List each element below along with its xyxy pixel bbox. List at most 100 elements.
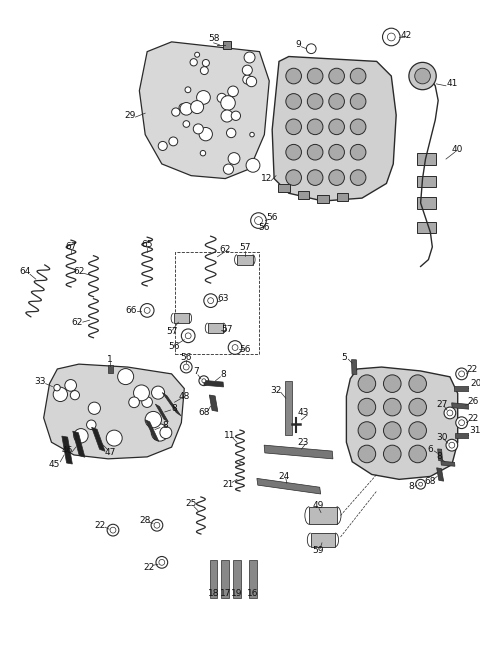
Circle shape	[456, 417, 468, 428]
Text: 31: 31	[469, 426, 480, 435]
Text: 8: 8	[162, 421, 168, 430]
Circle shape	[202, 379, 206, 383]
Text: 8: 8	[172, 403, 178, 413]
Bar	[417, 176, 436, 187]
Circle shape	[384, 422, 401, 440]
Text: 62: 62	[220, 246, 231, 254]
Circle shape	[190, 59, 197, 66]
Circle shape	[191, 101, 204, 113]
Circle shape	[358, 375, 376, 392]
Circle shape	[329, 119, 345, 135]
Polygon shape	[156, 404, 168, 422]
Circle shape	[307, 68, 323, 84]
Circle shape	[384, 375, 401, 392]
Circle shape	[158, 141, 167, 151]
Circle shape	[199, 128, 213, 141]
Text: 18: 18	[208, 589, 219, 598]
Circle shape	[231, 111, 240, 121]
Circle shape	[350, 68, 366, 84]
Circle shape	[307, 119, 323, 135]
Circle shape	[246, 77, 257, 86]
Circle shape	[246, 159, 260, 172]
Text: 1: 1	[107, 355, 113, 364]
Text: 64: 64	[19, 267, 31, 276]
Text: 29: 29	[124, 111, 135, 120]
Polygon shape	[210, 561, 217, 597]
Text: 59: 59	[312, 546, 324, 555]
Polygon shape	[92, 427, 105, 451]
Text: 47: 47	[104, 447, 116, 457]
Circle shape	[140, 303, 154, 317]
Text: 40: 40	[452, 145, 463, 154]
Circle shape	[329, 94, 345, 109]
Circle shape	[286, 144, 301, 160]
Circle shape	[383, 28, 400, 46]
Circle shape	[409, 422, 426, 440]
Circle shape	[329, 144, 345, 160]
Polygon shape	[221, 561, 229, 597]
Text: 20: 20	[470, 379, 480, 388]
Polygon shape	[285, 381, 292, 435]
Text: 57: 57	[239, 244, 251, 252]
Circle shape	[251, 213, 266, 229]
Circle shape	[459, 420, 465, 426]
Circle shape	[358, 422, 376, 440]
Circle shape	[447, 410, 453, 416]
Text: 21: 21	[223, 479, 234, 489]
Polygon shape	[209, 395, 218, 411]
Text: 56: 56	[180, 353, 192, 362]
Text: 41: 41	[446, 79, 457, 88]
Text: 62: 62	[73, 267, 84, 276]
Text: 27: 27	[436, 400, 448, 409]
Circle shape	[444, 407, 456, 419]
Text: 25: 25	[185, 499, 197, 508]
Circle shape	[387, 33, 395, 41]
Circle shape	[144, 307, 150, 313]
Text: 56: 56	[169, 342, 180, 351]
Circle shape	[286, 170, 301, 185]
Text: 45: 45	[48, 460, 60, 469]
Polygon shape	[454, 386, 475, 392]
Circle shape	[307, 144, 323, 160]
Bar	[298, 191, 309, 199]
Circle shape	[286, 94, 301, 109]
Text: 28: 28	[140, 516, 151, 525]
Polygon shape	[257, 478, 321, 494]
Circle shape	[200, 151, 205, 156]
Circle shape	[358, 445, 376, 462]
Text: 12: 12	[261, 174, 272, 183]
Circle shape	[179, 103, 187, 111]
Polygon shape	[351, 360, 357, 375]
Circle shape	[217, 93, 227, 103]
Circle shape	[244, 52, 255, 63]
Text: 57: 57	[221, 326, 233, 335]
Circle shape	[307, 170, 323, 185]
Polygon shape	[455, 433, 474, 438]
Circle shape	[203, 60, 209, 67]
Circle shape	[232, 345, 238, 350]
Text: 68: 68	[198, 409, 210, 417]
Circle shape	[53, 387, 68, 402]
Circle shape	[159, 559, 165, 565]
Text: 9: 9	[296, 41, 301, 49]
Circle shape	[197, 90, 210, 104]
Circle shape	[180, 103, 192, 115]
Circle shape	[228, 153, 240, 164]
Circle shape	[286, 119, 301, 135]
Circle shape	[145, 411, 161, 428]
Circle shape	[54, 384, 60, 391]
Circle shape	[350, 144, 366, 160]
Circle shape	[350, 119, 366, 135]
Text: 67: 67	[65, 242, 77, 252]
Circle shape	[156, 557, 168, 569]
Circle shape	[409, 398, 426, 416]
Circle shape	[183, 121, 190, 127]
Text: 19: 19	[231, 589, 243, 598]
Circle shape	[243, 75, 252, 84]
Polygon shape	[44, 364, 184, 459]
Text: 42: 42	[400, 31, 411, 39]
Text: 56: 56	[259, 223, 270, 232]
Text: 22: 22	[467, 364, 478, 373]
Circle shape	[416, 479, 425, 489]
Text: 48: 48	[179, 392, 190, 401]
